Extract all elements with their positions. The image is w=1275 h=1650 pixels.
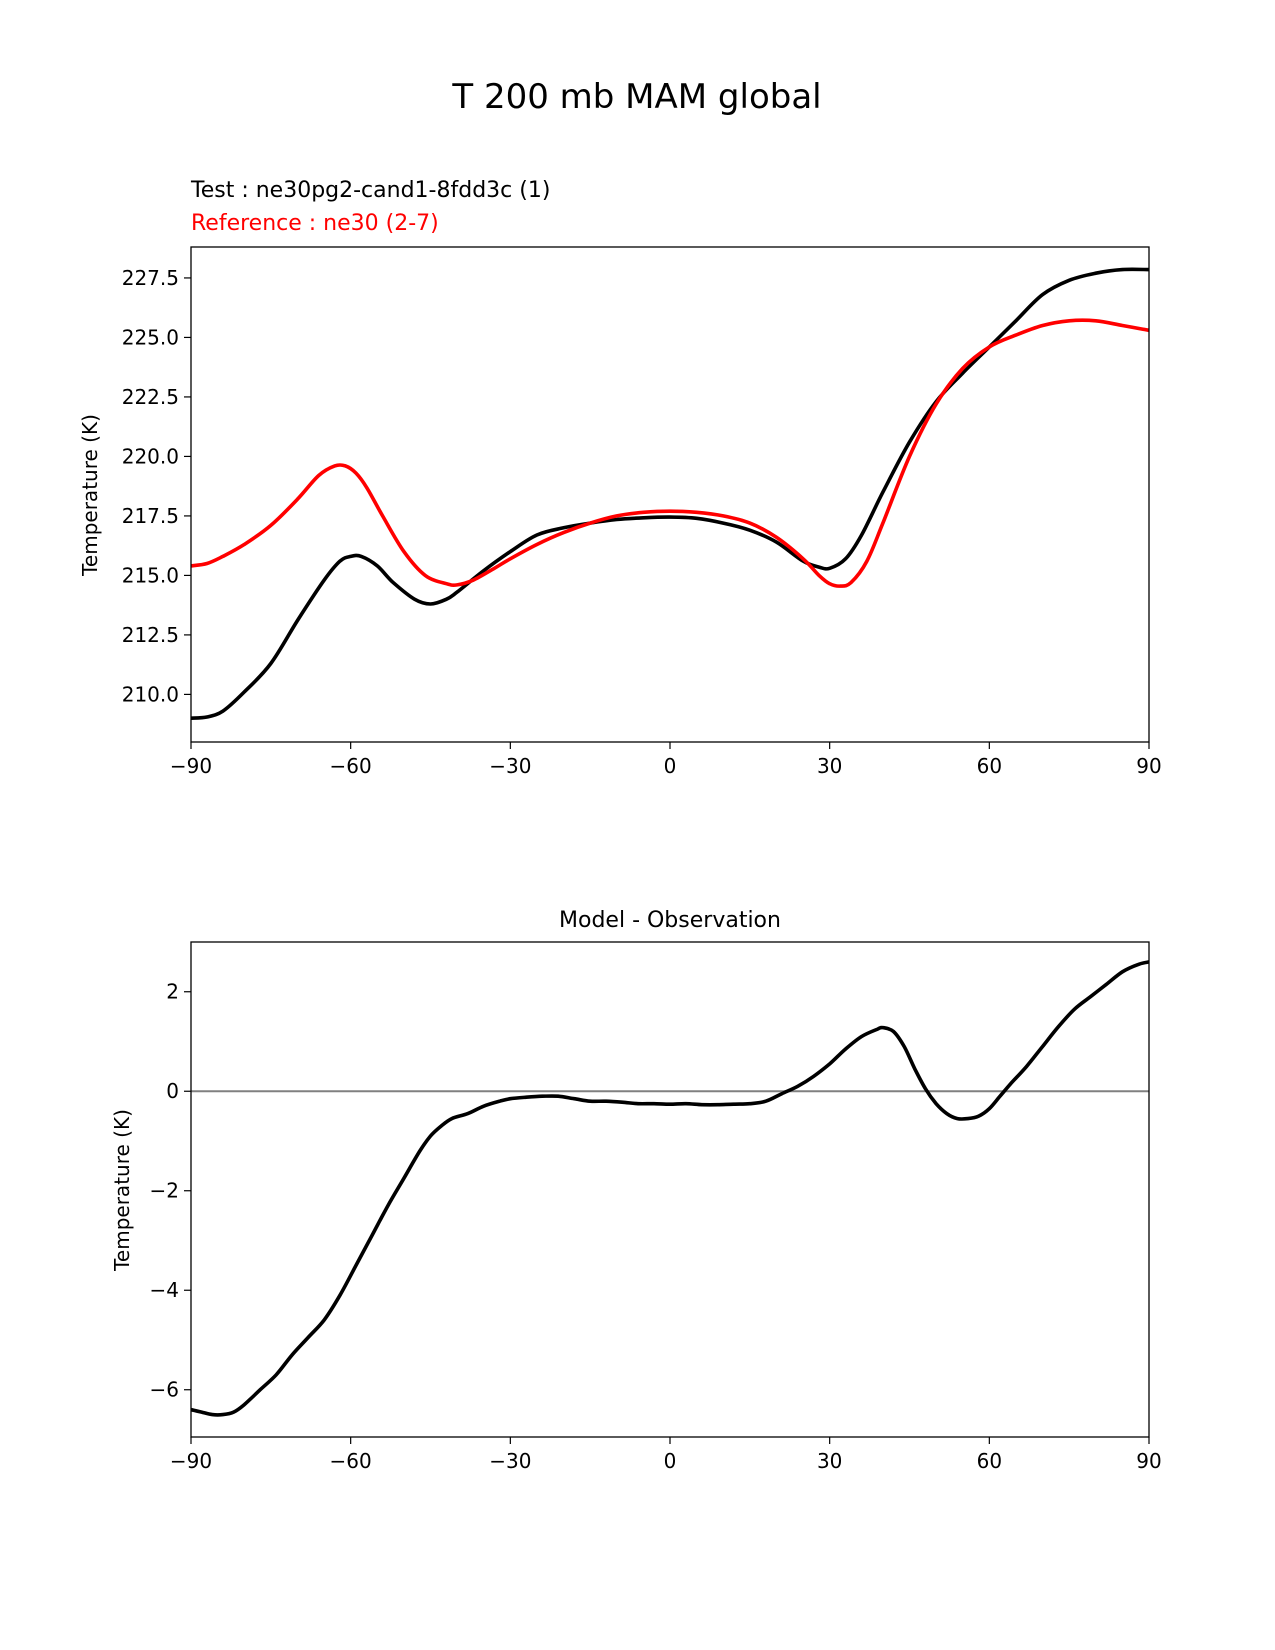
bottom-axes-frame	[190, 941, 1150, 1438]
top-series	[190, 267, 1150, 720]
0-y-tick-label: 225.0	[122, 325, 179, 349]
top-y-axis-label: Temperature (K)	[78, 414, 102, 577]
1-series-line-0	[190, 960, 1150, 1417]
0-y-tick-label: 210.0	[122, 682, 179, 706]
1-x-tick-label: 60	[977, 1449, 1002, 1473]
0-y-tick-label: 222.5	[122, 385, 179, 409]
test-label: Test : ne30pg2-cand1-8fdd3c (1)	[190, 178, 550, 203]
top-axes-ticks: −90 −60 −30 0 30 60 90 210.0 212.5 215.0 217.5 220.…	[122, 266, 1162, 778]
bottom-series	[190, 960, 1150, 1417]
0-x-tick-label: 60	[977, 754, 1002, 778]
0-series-line-0	[190, 267, 1150, 720]
figure-title: T 200 mb MAM global	[451, 77, 821, 117]
0-y-tick-label: 215.0	[122, 563, 179, 587]
1-x-tick-label: −90	[170, 1449, 212, 1473]
bottom-y-axis-label: Temperature (K)	[110, 1109, 134, 1272]
bottom-title: Model - Observation	[559, 908, 781, 933]
1-y-tick-label: 0	[166, 1079, 179, 1103]
1-y-tick-label: −2	[150, 1179, 179, 1203]
bottom-panel: Model - Observation −90 −60 −30 0 30 60 90 −6 −4…	[110, 908, 1162, 1473]
top-axes-frame	[190, 246, 1150, 743]
0-y-tick-label: 217.5	[122, 504, 179, 528]
1-x-tick-label: −60	[330, 1449, 372, 1473]
bottom-axes-ticks: −90 −60 −30 0 30 60 90 −6 −4 −2 0 2	[150, 980, 1162, 1473]
0-x-tick-label: −30	[489, 754, 531, 778]
0-x-tick-label: −60	[330, 754, 372, 778]
0-x-tick-label: −90	[170, 754, 212, 778]
1-y-tick-label: −4	[150, 1278, 179, 1302]
1-y-tick-label: −6	[150, 1378, 179, 1402]
1-x-tick-label: −30	[489, 1449, 531, 1473]
1-y-tick-label: 2	[166, 980, 179, 1004]
top-panel: Test : ne30pg2-cand1-8fdd3c (1) Referenc…	[78, 178, 1162, 778]
0-y-tick-label: 220.0	[122, 444, 179, 468]
0-y-tick-label: 227.5	[122, 266, 179, 290]
0-x-tick-label: 30	[817, 754, 842, 778]
1-x-tick-label: 0	[664, 1449, 677, 1473]
0-y-tick-label: 212.5	[122, 623, 179, 647]
1-x-tick-label: 30	[817, 1449, 842, 1473]
1-x-tick-label: 90	[1136, 1449, 1161, 1473]
0-x-tick-label: 90	[1136, 754, 1161, 778]
0-x-tick-label: 0	[664, 754, 677, 778]
0-series-line-1	[190, 318, 1150, 588]
reference-label: Reference : ne30 (2-7)	[191, 211, 439, 236]
